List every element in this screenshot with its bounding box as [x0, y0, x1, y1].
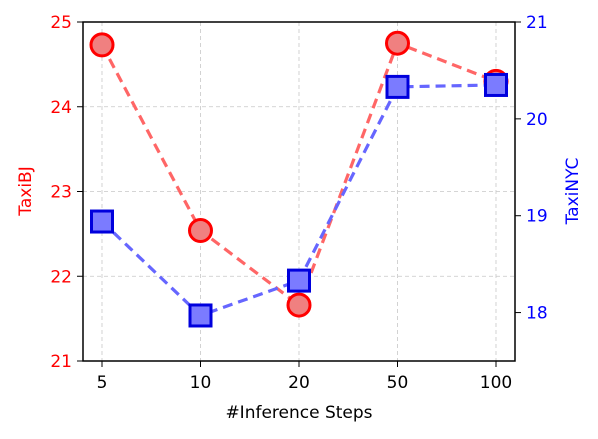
taxibj-point [385, 30, 410, 56]
left-tick-label: 21 [50, 352, 72, 372]
right-axis-ticks: 18 19 20 21 [515, 13, 548, 324]
taxibj-point [89, 32, 115, 58]
taxinyc-point [484, 72, 508, 97]
taxinyc-point [90, 209, 114, 234]
x-tick-label: 50 [387, 373, 409, 393]
left-tick-label: 23 [50, 183, 72, 203]
taxinyc-point [385, 74, 410, 99]
x-tick-label: 5 [97, 373, 108, 393]
taxibj-point [188, 217, 213, 243]
left-tick-label: 24 [50, 98, 72, 118]
right-axis-label: TaxiNYC [563, 158, 583, 226]
taxinyc-point [287, 268, 311, 293]
right-tick-label: 19 [526, 207, 548, 227]
x-axis-label: #Inference Steps [225, 403, 372, 423]
left-tick-label: 25 [50, 13, 72, 33]
x-tick-label: 100 [480, 373, 512, 393]
right-tick-label: 18 [526, 304, 548, 324]
taxinyc-point [188, 303, 213, 328]
left-tick-label: 22 [50, 267, 72, 287]
x-tick-label: 20 [288, 373, 310, 393]
taxibj-point [286, 292, 312, 318]
left-axis-label: TaxiBJ [16, 166, 36, 216]
left-axis-ticks: 21 22 23 24 25 [50, 13, 83, 372]
series-markers [89, 30, 509, 328]
right-tick-label: 21 [526, 13, 548, 33]
x-tick-label: 10 [190, 373, 212, 393]
right-tick-label: 20 [526, 110, 548, 130]
x-axis-ticks: 5 10 20 50 100 [97, 361, 512, 393]
taxibj-series-line [100, 41, 497, 308]
